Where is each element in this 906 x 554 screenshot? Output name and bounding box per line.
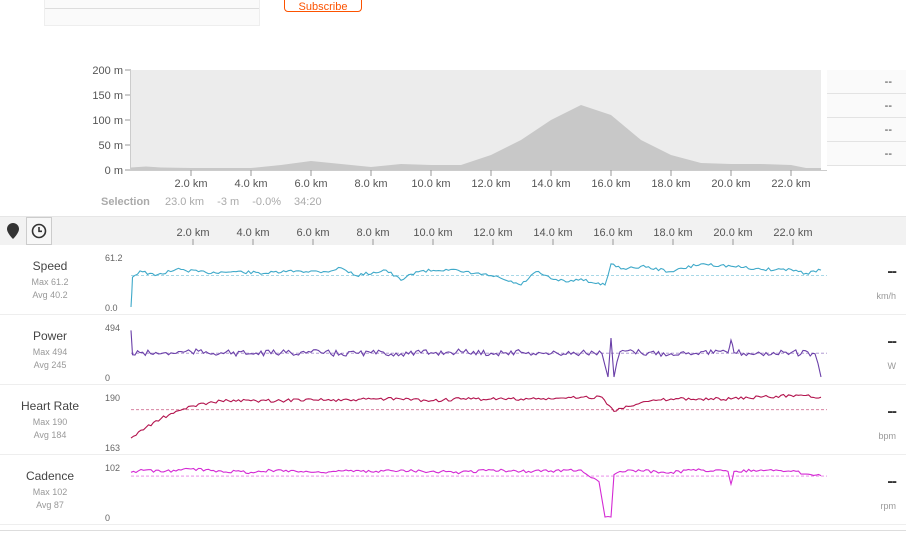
elevation-y-axis: 200 m 150 m 100 m 50 m 0 m [92, 65, 131, 177]
stream-max-tick: 190 [105, 393, 120, 403]
stream-min-tick: 0 [105, 373, 110, 383]
selection-time: 34:20 [294, 196, 322, 208]
subscribe-button[interactable]: Subscribe [284, 0, 362, 12]
elevation-x-tick-label: 12.0 km [471, 178, 510, 190]
elevation-stat-4: -- [827, 142, 906, 166]
stream-min-tick: 0 [105, 513, 110, 523]
elevation-stat-1: -- [827, 70, 906, 94]
stream-power: 494 0 [0, 315, 906, 385]
cadence-name: Cadence [25, 469, 75, 483]
streams-x-tick-label: 16.0 km [593, 227, 632, 239]
stream-plot-bg [100, 315, 827, 385]
clock-tool[interactable] [26, 217, 52, 245]
elevation-x-tick-label: 18.0 km [651, 178, 690, 190]
heart-rate-max: Max 190 [32, 417, 68, 427]
power-max: Max 494 [32, 347, 68, 357]
cadence-value: -- [887, 473, 897, 490]
power-unit: W [887, 361, 897, 371]
elevation-x-tick-label: 14.0 km [531, 178, 570, 190]
elevation-x-tick-label: 10.0 km [411, 178, 450, 190]
stream-values: -- km/h -- W -- bpm -- rpm [827, 245, 906, 525]
streams-axis-bar: 2.0 km 4.0 km 6.0 km 8.0 km 10.0 km 12.0 km 14… [0, 216, 906, 245]
elevation-y-tick-label: 100 m [92, 115, 123, 127]
elevation-y-tick-label: 150 m [92, 90, 123, 102]
elevation-stat-2: -- [827, 94, 906, 118]
stream-heart-rate: 190 163 [0, 385, 906, 455]
stream-plot-bg [100, 455, 827, 525]
search-box[interactable] [44, 0, 260, 26]
stream-min-tick: 0.0 [105, 303, 118, 313]
elevation-plot-bg [131, 70, 821, 170]
elevation-x-tick-label: 20.0 km [711, 178, 750, 190]
power-value: -- [887, 333, 897, 350]
speed-max: Max 61.2 [31, 277, 69, 287]
power-name: Power [32, 329, 67, 343]
streams-x-tick-label: 22.0 km [773, 227, 812, 239]
stream-min-tick: 163 [105, 443, 120, 453]
streams-x-tick-label: 10.0 km [413, 227, 452, 239]
elevation-y-tick-label: 0 m [105, 165, 123, 177]
streams-x-axis: 2.0 km 4.0 km 6.0 km 8.0 km 10.0 km 12.0 km 14… [176, 227, 813, 245]
speed-value: -- [887, 263, 897, 280]
stream-max-tick: 61.2 [105, 253, 123, 263]
stream-max-tick: 494 [105, 323, 120, 333]
elevation-y-tick-label: 200 m [92, 65, 123, 77]
streams-chart[interactable]: 61.2 0.0 494 0 190 163 102 0 [0, 245, 906, 527]
speed-value-cell: -- km/h [827, 245, 906, 315]
search-box-divider [45, 8, 259, 9]
stream-line [130, 467, 822, 518]
clock-icon [31, 223, 47, 239]
stream-cadence: 102 0 [0, 455, 906, 525]
streams-x-tick-label: 20.0 km [713, 227, 752, 239]
selection-elevation: -3 m [217, 196, 240, 208]
selection-grade: -0.0% [252, 196, 281, 208]
selection-summary: Selection 23.0 km -3 m -0.0% 34:20 [101, 196, 332, 208]
streams-x-tick-label: 18.0 km [653, 227, 692, 239]
elevation-y-tick-label: 50 m [99, 140, 123, 152]
heart-rate-value: -- [887, 403, 897, 420]
power-avg: Avg 245 [33, 360, 67, 370]
stream-speed: 61.2 0.0 [0, 245, 906, 315]
elevation-stats-panel: -- -- -- -- [827, 70, 906, 170]
elevation-x-axis: 2.0 km 4.0 km 6.0 km 8.0 km 10.0 km 12.0 km 14… [174, 170, 811, 190]
streams-x-tick-label: 8.0 km [356, 227, 389, 239]
power-value-cell: -- W [827, 315, 906, 385]
elevation-x-tick-label: 6.0 km [294, 178, 327, 190]
selection-label: Selection [101, 196, 150, 208]
cadence-unit: rpm [880, 501, 897, 511]
heart-rate-name: Heart Rate [20, 399, 80, 413]
heart-rate-value-cell: -- bpm [827, 385, 906, 455]
heart-rate-avg: Avg 184 [33, 430, 67, 440]
streams-x-tick-label: 4.0 km [236, 227, 269, 239]
cadence-max: Max 102 [32, 487, 68, 497]
elevation-x-tick-label: 22.0 km [771, 178, 810, 190]
elevation-stat-3: -- [827, 118, 906, 142]
elevation-x-tick-label: 8.0 km [354, 178, 387, 190]
elevation-x-tick-label: 16.0 km [591, 178, 630, 190]
map-pin-icon [7, 223, 19, 239]
stream-line [130, 263, 822, 308]
stream-plot-bg [100, 245, 827, 315]
elevation-x-tick-label: 4.0 km [234, 178, 267, 190]
speed-avg: Avg 40.2 [32, 290, 68, 300]
selection-distance: 23.0 km [164, 196, 205, 208]
stream-plot-bg [100, 385, 827, 455]
heart-rate-unit: bpm [878, 431, 896, 441]
elevation-chart[interactable]: 200 m 150 m 100 m 50 m 0 m 2.0 km 4.0 km 6.0 k… [0, 60, 906, 195]
cadence-value-cell: -- rpm [827, 455, 906, 525]
elevation-x-tick-label: 2.0 km [174, 178, 207, 190]
speed-name: Speed [32, 259, 68, 273]
stream-line [130, 330, 822, 378]
bottom-divider [0, 530, 906, 531]
elevation-profile [131, 105, 821, 170]
streams-x-tick-label: 14.0 km [533, 227, 572, 239]
map-pin-tool[interactable] [0, 217, 26, 245]
speed-unit: km/h [876, 291, 896, 301]
streams-x-tick-label: 12.0 km [473, 227, 512, 239]
cadence-avg: Avg 87 [36, 500, 64, 510]
streams-x-tick-label: 6.0 km [296, 227, 329, 239]
stream-max-tick: 102 [105, 463, 120, 473]
streams-x-tick-label: 2.0 km [176, 227, 209, 239]
stream-line [130, 393, 822, 439]
